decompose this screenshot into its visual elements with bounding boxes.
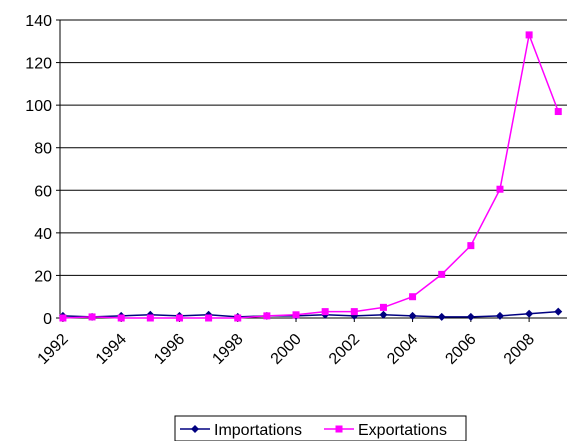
legend-importations-label: Importations — [214, 422, 302, 439]
data-point-exportations — [525, 31, 533, 39]
y-tick-label: 0 — [43, 311, 52, 328]
series-importations — [58, 307, 563, 321]
data-point-exportations — [409, 293, 417, 301]
data-point-exportations — [292, 311, 300, 319]
data-point-exportations — [234, 314, 242, 322]
data-point-exportations — [146, 314, 154, 322]
data-point-importations — [379, 310, 388, 319]
data-point-importations — [525, 309, 534, 318]
x-tick-label: 1992 — [35, 331, 72, 368]
data-point-importations — [466, 312, 475, 321]
gridlines — [60, 19, 567, 276]
data-point-exportations — [321, 308, 329, 316]
legend-box — [174, 415, 467, 441]
x-tick-label: 2008 — [501, 331, 538, 368]
data-point-exportations — [205, 314, 213, 322]
series-line-exportations — [62, 32, 560, 319]
data-point-exportations — [496, 185, 504, 193]
y-axis: 0 20 40 60 80 100 120 140 — [25, 13, 61, 328]
data-point-exportations — [554, 108, 562, 116]
series-layer — [58, 31, 563, 322]
x-tick-label: 2000 — [268, 331, 305, 368]
x-tick-label: 2006 — [442, 331, 479, 368]
y-tick-label: 100 — [25, 98, 52, 115]
x-tick-label: 1998 — [209, 331, 246, 368]
x-axis: 1992 1994 1996 1998 2000 2002 2004 2006 2008 — [35, 317, 567, 368]
y-tick-label: 40 — [34, 226, 52, 243]
data-point-exportations — [88, 313, 96, 321]
legend: Importations Exportations — [174, 415, 467, 441]
legend-exportations-marker — [335, 425, 343, 433]
data-point-importations — [408, 311, 417, 320]
x-tick-label: 1994 — [93, 331, 130, 368]
data-point-exportations — [175, 314, 183, 322]
data-point-exportations — [59, 314, 67, 322]
legend-importations-marker — [191, 425, 199, 433]
x-tick-label: 2002 — [326, 331, 363, 368]
y-tick-label: 80 — [34, 141, 52, 158]
series-exportations — [59, 31, 562, 322]
y-tick-label: 60 — [34, 183, 52, 200]
y-tick-label: 140 — [25, 13, 52, 30]
data-point-exportations — [379, 303, 387, 311]
data-point-exportations — [350, 308, 358, 316]
data-point-importations — [437, 312, 446, 321]
data-point-exportations — [263, 312, 271, 320]
data-point-importations — [554, 307, 563, 316]
data-point-exportations — [467, 242, 475, 250]
data-point-exportations — [438, 270, 446, 278]
legend-exportations-label: Exportations — [358, 422, 447, 439]
series-line-importations — [62, 310, 559, 318]
data-point-exportations — [117, 314, 125, 322]
x-tick-label: 2004 — [384, 331, 421, 368]
y-tick-label: 20 — [34, 268, 52, 285]
y-tick-label: 120 — [25, 56, 52, 73]
data-point-importations — [495, 311, 504, 320]
x-tick-label: 1996 — [151, 331, 188, 368]
